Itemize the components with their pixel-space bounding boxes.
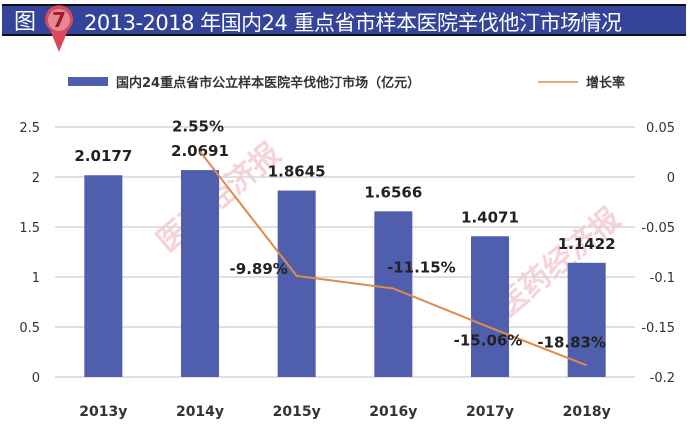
- x-tick-label: 2015y: [273, 404, 321, 420]
- legend-bar-swatch: [68, 77, 108, 86]
- map-pin-icon: 7: [45, 5, 73, 52]
- growth-rate-label: -11.15%: [387, 259, 456, 277]
- growth-rate-label: 2.55%: [172, 118, 224, 136]
- x-tick-label: 2013y: [79, 404, 127, 420]
- left-tick-label: 1: [32, 271, 40, 286]
- legend-bar-label: 国内24重点省市公立样本医院辛伐他汀市场（亿元）: [116, 75, 420, 91]
- legend-line-label: 增长率: [586, 75, 625, 91]
- right-tick-label: -0.05: [641, 221, 675, 236]
- growth-rate-line: [199, 150, 588, 367]
- left-tick-label: 2: [32, 171, 40, 186]
- left-tick-label: 2.5: [19, 121, 40, 136]
- right-tick-label: 0: [667, 171, 675, 186]
- bar: [84, 175, 123, 377]
- figure-prefix: 图: [14, 10, 37, 35]
- bar: [471, 236, 509, 377]
- bar-value-label: 1.1422: [558, 235, 616, 253]
- right-tick-label: -0.15: [641, 321, 675, 336]
- x-tick-label: 2016y: [369, 404, 417, 420]
- bar: [277, 190, 316, 377]
- bar: [181, 170, 219, 377]
- bar-value-label: 1.4071: [461, 208, 519, 226]
- figure-number: 7: [52, 8, 66, 32]
- title-bar: 图 2013-2018 年国内24 重点省市样本医院辛伐他汀市场情况: [2, 4, 686, 36]
- x-tick-label: 2014y: [176, 404, 224, 420]
- growth-rate-label: -9.89%: [230, 260, 288, 278]
- left-tick-label: 0: [32, 371, 40, 386]
- growth-rate-label: -18.83%: [537, 333, 606, 351]
- bar-value-label: 1.8645: [268, 163, 326, 181]
- chart-title: 2013-2018 年国内24 重点省市样本医院辛伐他汀市场情况: [84, 11, 622, 35]
- x-tick-label: 2018y: [563, 404, 611, 420]
- right-tick-label: -0.2: [650, 371, 675, 386]
- bar-value-label: 2.0691: [171, 142, 229, 160]
- left-tick-label: 0.5: [19, 321, 40, 336]
- bar: [567, 262, 606, 377]
- left-tick-label: 1.5: [19, 221, 40, 236]
- growth-rate-label: -15.06%: [454, 332, 523, 350]
- right-tick-label: 0.05: [646, 121, 675, 136]
- right-tick-label: -0.1: [650, 271, 675, 286]
- bar-value-label: 2.0177: [74, 147, 132, 165]
- x-tick-label: 2017y: [466, 404, 514, 420]
- bar-value-label: 1.6566: [364, 183, 422, 201]
